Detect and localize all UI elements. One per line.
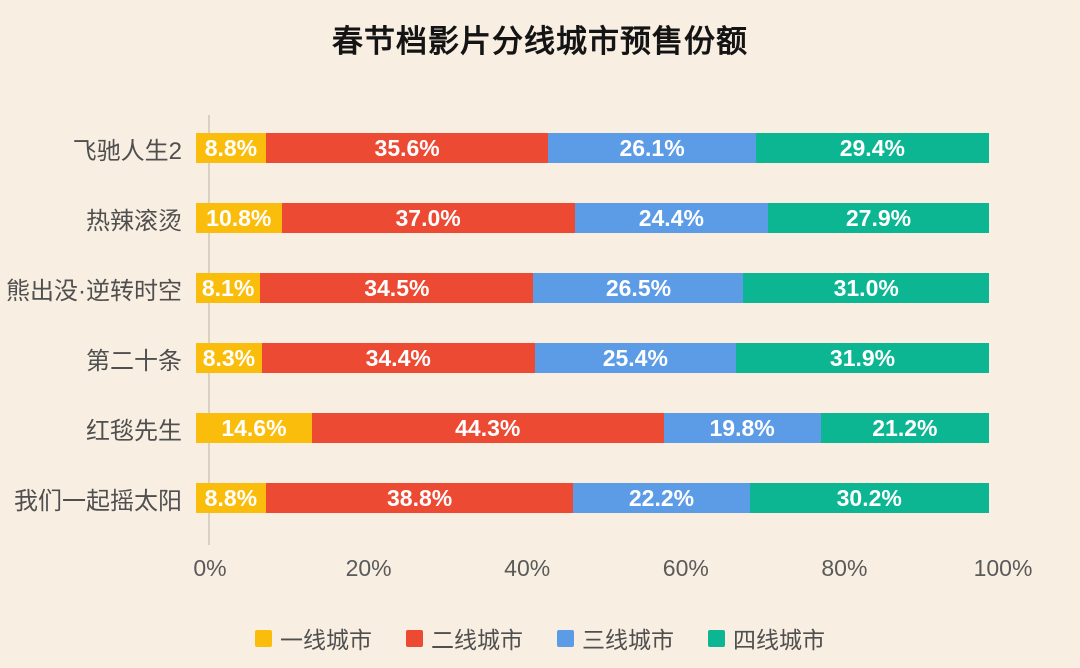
- chart-page: 春节档影片分线城市预售份额 飞驰人生2 8.8% 35.6% 26.1% 29.4% 热辣…: [0, 16, 1080, 668]
- bar-segment: 26.1%: [548, 133, 756, 163]
- bar-segment: 26.5%: [533, 273, 744, 303]
- chart-row: 热辣滚烫 10.8% 37.0% 24.4% 27.9%: [0, 183, 1080, 253]
- chart-title: 春节档影片分线城市预售份额: [332, 24, 748, 59]
- segment-value-label: 19.8%: [709, 414, 775, 441]
- legend-label: 一线城市: [280, 627, 372, 653]
- bar-segment: 35.6%: [265, 133, 549, 163]
- segment-value-label: 21.2%: [872, 414, 938, 441]
- legend-marker-icon: [557, 629, 574, 647]
- segment-value-label: 25.4%: [602, 344, 668, 371]
- bar-segment: 27.9%: [767, 203, 989, 233]
- category-label: 热辣滚烫: [86, 207, 182, 235]
- segment-value-label: 8.3%: [202, 344, 256, 371]
- bar-track: 8.3% 34.4% 25.4% 31.9%: [196, 343, 989, 373]
- segment-value-label: 8.1%: [201, 274, 255, 301]
- x-axis-tick: 40%: [504, 555, 551, 581]
- bar-segment: 37.0%: [281, 203, 575, 233]
- bar-segment: 29.4%: [755, 133, 990, 163]
- bar-track: 8.8% 35.6% 26.1% 29.4%: [196, 133, 990, 163]
- bar-segment: 21.2%: [820, 413, 989, 443]
- bar-segment: 8.3%: [196, 343, 262, 373]
- segment-value-label: 44.3%: [455, 414, 521, 441]
- segment-value-label: 30.2%: [836, 484, 902, 511]
- chart-rows: 飞驰人生2 8.8% 35.6% 26.1% 29.4% 热辣滚烫 10.8% 37.0% 24…: [0, 113, 1080, 545]
- bar-track: 10.8% 37.0% 24.4% 27.9%: [196, 203, 989, 233]
- segment-value-label: 8.8%: [204, 484, 258, 511]
- segment-value-label: 31.0%: [833, 274, 899, 301]
- legend-item: 四线城市: [708, 621, 825, 655]
- y-axis-line: [208, 115, 210, 545]
- segment-value-label: 35.6%: [374, 134, 440, 161]
- bar-segment: 8.1%: [196, 273, 261, 303]
- legend-marker-icon: [708, 629, 725, 647]
- x-axis-tick: 60%: [662, 555, 709, 581]
- bar-segment: 31.0%: [743, 273, 989, 303]
- bar-segment: 31.9%: [736, 343, 989, 373]
- segment-value-label: 31.9%: [829, 344, 896, 371]
- bar-segment: 8.8%: [196, 483, 266, 513]
- category-label: 红毯先生: [86, 417, 182, 445]
- bar-track: 8.1% 34.5% 26.5% 31.0%: [196, 273, 989, 303]
- legend-marker-icon: [406, 629, 423, 647]
- segment-value-label: 10.8%: [206, 204, 272, 231]
- segment-value-label: 38.8%: [387, 484, 453, 511]
- chart-row: 第二十条 8.3% 34.4% 25.4% 31.9%: [0, 323, 1080, 393]
- segment-value-label: 24.4%: [638, 204, 704, 231]
- chart-row: 飞驰人生2 8.8% 35.6% 26.1% 29.4%: [0, 113, 1080, 183]
- bar-segment: 34.4%: [261, 343, 535, 373]
- chart-row: 我们一起摇太阳 8.8% 38.8% 22.2% 30.2%: [0, 463, 1080, 533]
- bar-segment: 44.3%: [311, 413, 664, 443]
- category-label: 飞驰人生2: [72, 137, 182, 165]
- chart-row: 红毯先生 14.6% 44.3% 19.8% 21.2%: [0, 393, 1080, 463]
- bar-segment: 30.2%: [749, 483, 989, 513]
- segment-value-label: 26.1%: [619, 134, 685, 161]
- bar-segment: 10.8%: [196, 203, 282, 233]
- legend-label: 三线城市: [582, 627, 674, 653]
- x-axis-tick: 0%: [193, 555, 227, 581]
- legend-label: 二线城市: [431, 627, 523, 653]
- bar-segment: 34.5%: [260, 273, 534, 303]
- legend-item: 一线城市: [255, 621, 372, 655]
- x-axis-tick: 100%: [973, 555, 1033, 581]
- legend: 一线城市 二线城市 三线城市 四线城市: [0, 621, 1080, 655]
- segment-value-label: 26.5%: [605, 274, 672, 301]
- segment-value-label: 34.5%: [364, 274, 430, 301]
- x-axis: 0% 20% 40% 60% 80% 100%: [193, 555, 1032, 585]
- segment-value-label: 8.8%: [204, 134, 258, 161]
- x-axis-tick: 80%: [821, 555, 868, 581]
- bar-segment: 22.2%: [573, 483, 750, 513]
- chart-row: 熊出没·逆转时空 8.1% 34.5% 26.5% 31.0%: [0, 253, 1080, 323]
- bar-segment: 14.6%: [196, 413, 312, 443]
- segment-value-label: 37.0%: [395, 204, 461, 231]
- bar-segment: 19.8%: [663, 413, 821, 443]
- legend-marker-icon: [255, 629, 272, 647]
- segment-value-label: 14.6%: [221, 414, 287, 441]
- x-axis-tick: 20%: [345, 555, 392, 581]
- bar-segment: 38.8%: [265, 483, 574, 513]
- legend-item: 三线城市: [557, 621, 674, 655]
- segment-value-label: 29.4%: [839, 134, 905, 161]
- segment-value-label: 22.2%: [628, 484, 695, 511]
- bar-segment: 24.4%: [574, 203, 768, 233]
- bar-segment: 25.4%: [534, 343, 737, 373]
- bar-segment: 8.8%: [196, 133, 266, 163]
- segment-value-label: 34.4%: [365, 344, 431, 371]
- category-label: 我们一起摇太阳: [14, 487, 182, 515]
- category-label: 熊出没·逆转时空: [6, 277, 182, 305]
- bar-track: 14.6% 44.3% 19.8% 21.2%: [196, 413, 989, 443]
- legend-label: 四线城市: [733, 627, 825, 653]
- segment-value-label: 27.9%: [845, 204, 912, 231]
- category-label: 第二十条: [86, 347, 182, 375]
- legend-item: 二线城市: [406, 621, 523, 655]
- bar-track: 8.8% 38.8% 22.2% 30.2%: [196, 483, 989, 513]
